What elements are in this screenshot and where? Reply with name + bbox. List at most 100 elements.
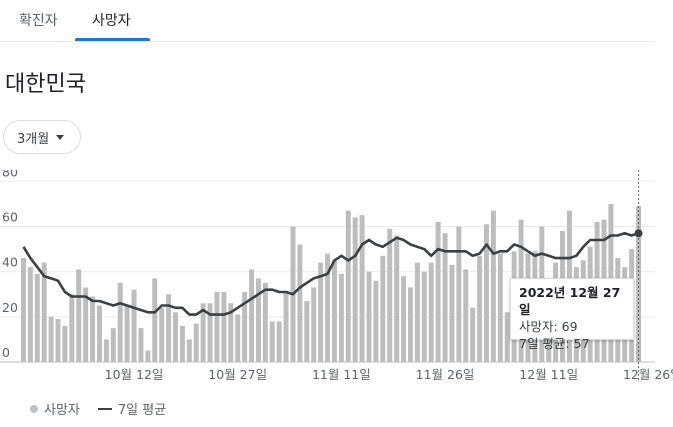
tooltip-deaths: 사망자: 69 <box>519 319 578 334</box>
bar <box>200 303 206 362</box>
bar <box>442 233 448 362</box>
bar <box>283 291 289 362</box>
bar <box>173 312 178 362</box>
bar <box>90 296 96 362</box>
bar <box>352 217 358 362</box>
bar <box>421 271 427 362</box>
bar <box>470 307 476 362</box>
bar <box>414 262 420 362</box>
bar <box>55 319 61 362</box>
bar <box>186 339 192 362</box>
bar <box>249 269 255 362</box>
bar <box>338 273 344 362</box>
tooltip-average: 7일 평균: 57 <box>519 336 590 351</box>
average-line <box>22 231 639 316</box>
legend-line-label: 7일 평균 <box>117 403 167 418</box>
bar <box>407 287 413 362</box>
bar <box>193 323 199 362</box>
tab-confirmed[interactable]: 확진자 <box>19 13 58 29</box>
region-title: 대한민국 <box>5 72 86 97</box>
bar <box>179 325 185 362</box>
x-tick-label: 10월 27일 <box>208 367 267 382</box>
bar <box>207 303 213 362</box>
legend-line-swatch <box>97 407 112 410</box>
bar <box>145 350 151 362</box>
legend-bar-swatch <box>30 404 38 413</box>
bar <box>20 258 26 362</box>
bar <box>297 244 303 362</box>
bar <box>117 282 123 362</box>
range-dropdown-label: 3개월 <box>17 131 50 147</box>
bar <box>242 291 248 362</box>
tooltip-date: 2022년 12월 27일 <box>519 285 621 317</box>
y-tick-label: 80 <box>2 170 18 179</box>
tab-bar: 확진자 사망자 <box>0 0 655 42</box>
bar <box>255 278 261 362</box>
tab-deaths[interactable]: 사망자 <box>92 13 131 29</box>
x-tick-label: 12월 26일 <box>623 367 673 382</box>
bar <box>228 303 234 362</box>
bar <box>110 328 116 362</box>
bar <box>138 328 144 362</box>
bar <box>366 271 372 362</box>
bar <box>380 255 386 362</box>
bar <box>325 253 331 362</box>
bar <box>262 282 268 362</box>
bar <box>41 262 47 362</box>
highlight-point <box>634 229 643 238</box>
chart-tooltip: 2022년 12월 27일 사망자: 69 7일 평균: 57 <box>510 278 634 351</box>
x-tick-label: 12월 11일 <box>519 367 578 382</box>
bar <box>124 305 130 362</box>
y-tick-label: 20 <box>2 300 18 315</box>
bar <box>456 226 462 362</box>
active-tab-indicator <box>75 38 150 41</box>
bar <box>159 307 165 362</box>
bar <box>463 269 469 362</box>
bar <box>318 262 324 362</box>
bar <box>27 267 33 362</box>
range-dropdown[interactable]: 3개월 <box>3 120 81 154</box>
bar <box>69 294 75 362</box>
bar <box>387 228 393 362</box>
bar <box>62 325 68 362</box>
bar <box>484 224 489 362</box>
bar <box>103 339 109 362</box>
bar <box>276 321 282 362</box>
bar <box>76 269 82 362</box>
x-tick-label: 11월 11일 <box>312 367 371 382</box>
bar <box>96 305 102 362</box>
bar <box>48 316 54 362</box>
bar <box>311 287 317 362</box>
bar <box>345 210 351 362</box>
bar <box>373 280 379 362</box>
y-tick-label: 0 <box>2 345 10 360</box>
bar <box>221 291 227 362</box>
bar <box>497 253 503 362</box>
bar <box>152 278 158 362</box>
bar <box>235 314 241 362</box>
bar <box>435 221 441 362</box>
bar <box>504 312 510 362</box>
bar <box>359 215 365 362</box>
x-tick-label: 10월 12일 <box>105 367 164 382</box>
bar <box>214 291 220 362</box>
bar <box>34 273 40 362</box>
bar <box>428 262 434 362</box>
y-tick-label: 60 <box>2 209 18 224</box>
bar <box>269 321 275 362</box>
y-tick-label: 40 <box>2 255 18 270</box>
bar <box>331 260 337 362</box>
bar <box>401 276 407 362</box>
bar <box>636 206 642 362</box>
bar <box>83 287 89 362</box>
caret-down-icon <box>56 134 65 140</box>
bar <box>304 301 310 362</box>
bar <box>131 289 137 362</box>
chart-legend: 사망자 7일 평균 <box>30 399 166 418</box>
x-tick-label: 11월 26일 <box>416 367 475 382</box>
bar <box>166 294 172 362</box>
bar <box>477 255 483 362</box>
bar <box>449 264 455 362</box>
legend-bar-label: 사망자 <box>44 403 80 418</box>
bar <box>490 210 496 362</box>
